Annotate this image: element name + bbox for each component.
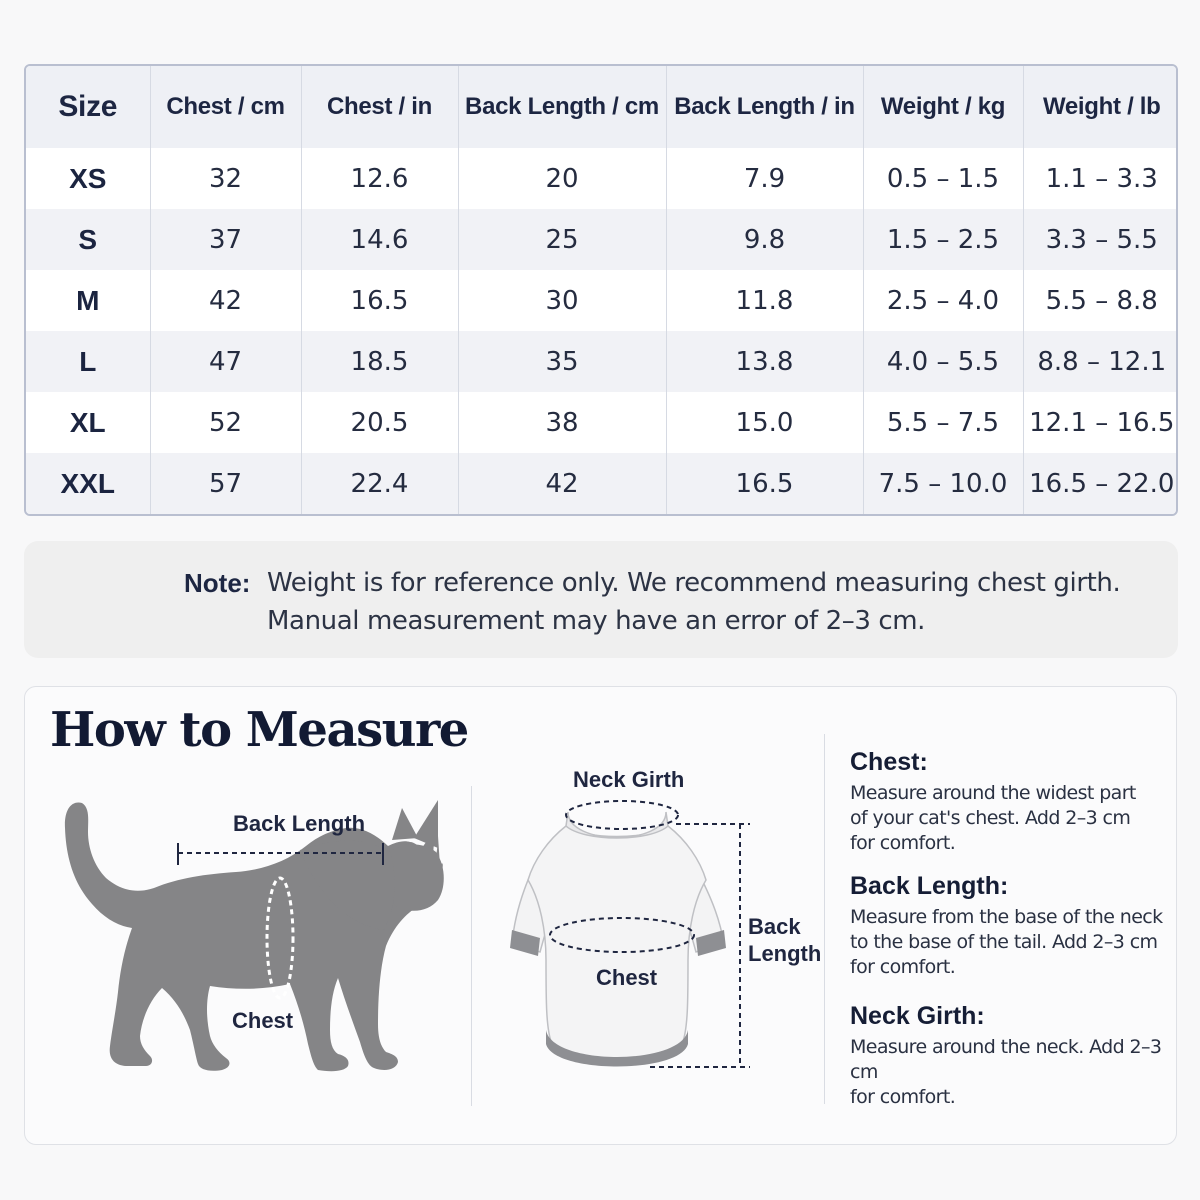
instruction-line: to the base of the tail. Add 2–3 cm bbox=[850, 931, 1158, 953]
instruction-line: Measure around the widest part bbox=[850, 782, 1136, 804]
size-chart-table: Size Chest / cm Chest / in Back Length /… bbox=[24, 64, 1178, 516]
table-row: XS 32 12.6 20 7.9 0.5 – 1.5 1.1 – 3.3 bbox=[26, 148, 1176, 209]
table-cell: 57 bbox=[150, 453, 302, 514]
size-label: S bbox=[26, 209, 151, 270]
table-cell: 2.5 – 4.0 bbox=[863, 270, 1024, 331]
table-cell: 7.5 – 10.0 bbox=[863, 453, 1024, 514]
label-chest-cat: Chest bbox=[232, 1008, 294, 1033]
table-cell: 22.4 bbox=[301, 453, 459, 514]
instruction-line: for comfort. bbox=[850, 956, 956, 978]
cat-sweater-icon bbox=[510, 811, 726, 1067]
label-back: Back bbox=[748, 914, 801, 939]
table-cell: 37 bbox=[150, 209, 302, 270]
instruction-text: Measure around the widest part of your c… bbox=[850, 781, 1180, 856]
table-cell: 52 bbox=[150, 392, 302, 453]
table-cell: 35 bbox=[458, 331, 667, 392]
size-label: XL bbox=[26, 392, 151, 453]
header-chest-in: Chest / in bbox=[301, 66, 459, 148]
instruction-title: Chest: bbox=[850, 748, 928, 776]
divider bbox=[471, 786, 472, 1106]
table-cell: 5.5 – 8.8 bbox=[1045, 285, 1158, 316]
table-cell: 1.5 – 2.5 bbox=[863, 209, 1024, 270]
table-cell: 8.8 – 12.1 bbox=[1037, 346, 1167, 377]
table-cell: 14.6 bbox=[301, 209, 459, 270]
note-text-line-1: Weight is for reference only. We recomme… bbox=[267, 568, 1121, 598]
table-cell: 38 bbox=[458, 392, 667, 453]
table-cell: 4.0 – 5.5 bbox=[863, 331, 1024, 392]
instruction-line: Measure around the neck. Add 2–3 cm bbox=[850, 1036, 1162, 1083]
instruction-text: Measure around the neck. Add 2–3 cm for … bbox=[850, 1035, 1180, 1110]
table-cell: 16.5 bbox=[301, 270, 459, 331]
table-cell: 18.5 bbox=[301, 331, 459, 392]
header-chest-cm: Chest / cm bbox=[150, 66, 302, 148]
table-cell: 15.0 bbox=[666, 392, 864, 453]
note-label: Note: bbox=[184, 568, 251, 598]
size-label: M bbox=[26, 270, 151, 331]
table-cell: 7.9 bbox=[666, 148, 864, 209]
neck-girth-measure-ring bbox=[565, 800, 679, 830]
table-cell: 1.1 – 3.3 bbox=[1045, 163, 1158, 194]
table-cell: 25 bbox=[458, 209, 667, 270]
size-label: XXL bbox=[26, 453, 151, 514]
label-neck-girth: Neck Girth bbox=[573, 767, 685, 792]
table-cell: 47 bbox=[150, 331, 302, 392]
table-row: S 37 14.6 25 9.8 1.5 – 2.5 3.3 – 5.5 bbox=[26, 209, 1176, 270]
instruction-title: Neck Girth: bbox=[850, 1002, 985, 1030]
garment-back-length-measure-line bbox=[650, 823, 750, 1068]
note-box bbox=[24, 541, 1178, 658]
instruction-title: Back Length: bbox=[850, 872, 1009, 900]
table-cell: 42 bbox=[150, 270, 302, 331]
instruction-text: Measure from the base of the neck to the… bbox=[850, 905, 1180, 980]
instruction-back-length: Back Length: Measure from the base of th… bbox=[850, 872, 1180, 980]
label-chest-garment: Chest bbox=[596, 965, 658, 990]
table-cell: 0.5 – 1.5 bbox=[863, 148, 1024, 209]
table-row: XXL 57 22.4 42 16.5 7.5 – 10.0 16.5 – 22… bbox=[26, 453, 1176, 514]
header-back-length-cm: Back Length / cm bbox=[458, 66, 667, 148]
table-cell: 11.8 bbox=[666, 270, 864, 331]
table-cell: 16.5 – 22.0 bbox=[1029, 468, 1175, 499]
table-cell: 12.6 bbox=[301, 148, 459, 209]
instruction-line: of your cat's chest. Add 2–3 cm bbox=[850, 807, 1131, 829]
back-length-measure-line bbox=[177, 843, 384, 865]
table-row: L 47 18.5 35 13.8 4.0 – 5.5 8.8 – 12.1 bbox=[26, 331, 1176, 392]
table-cell: 42 bbox=[458, 453, 667, 514]
header-size: Size bbox=[26, 66, 151, 148]
table-row: M 42 16.5 30 11.8 2.5 – 4.0 5.5 – 8.8 bbox=[26, 270, 1176, 331]
instruction-chest: Chest: Measure around the widest part of… bbox=[850, 748, 1180, 856]
divider bbox=[824, 734, 825, 1104]
label-back-length: Back Length bbox=[233, 811, 366, 836]
size-label: XS bbox=[26, 148, 151, 209]
header-back-length-in: Back Length / in bbox=[666, 66, 864, 148]
size-label: L bbox=[26, 331, 151, 392]
instruction-neck-girth: Neck Girth: Measure around the neck. Add… bbox=[850, 1002, 1180, 1110]
table-cell: 16.5 bbox=[666, 453, 864, 514]
instruction-line: for comfort. bbox=[850, 1086, 956, 1108]
table-cell: 30 bbox=[458, 270, 667, 331]
section-title: How to Measure bbox=[50, 702, 469, 758]
table-cell: 20 bbox=[458, 148, 667, 209]
table-cell: 5.5 – 7.5 bbox=[863, 392, 1024, 453]
table-cell: 9.8 bbox=[666, 209, 864, 270]
table-cell: 32 bbox=[150, 148, 302, 209]
chest-measure-ring bbox=[265, 876, 295, 1000]
instruction-line: Measure from the base of the neck bbox=[850, 906, 1163, 928]
table-cell: 12.1 – 16.5 bbox=[1029, 407, 1175, 438]
garment-chest-measure-ring bbox=[549, 917, 695, 953]
note-text-line-2: Manual measurement may have an error of … bbox=[267, 606, 926, 636]
header-weight-lb: Weight / lb bbox=[1042, 93, 1161, 120]
table-header-row: Size Chest / cm Chest / in Back Length /… bbox=[26, 66, 1176, 148]
cat-silhouette-icon bbox=[64, 800, 444, 1072]
table-row: XL 52 20.5 38 15.0 5.5 – 7.5 12.1 – 16.5 bbox=[26, 392, 1176, 453]
label-length: Length bbox=[748, 941, 822, 966]
table-cell: 3.3 – 5.5 bbox=[1045, 224, 1158, 255]
table-cell: 20.5 bbox=[301, 392, 459, 453]
header-weight-kg: Weight / kg bbox=[863, 66, 1024, 148]
table-cell: 13.8 bbox=[666, 331, 864, 392]
instruction-line: for comfort. bbox=[850, 832, 956, 854]
